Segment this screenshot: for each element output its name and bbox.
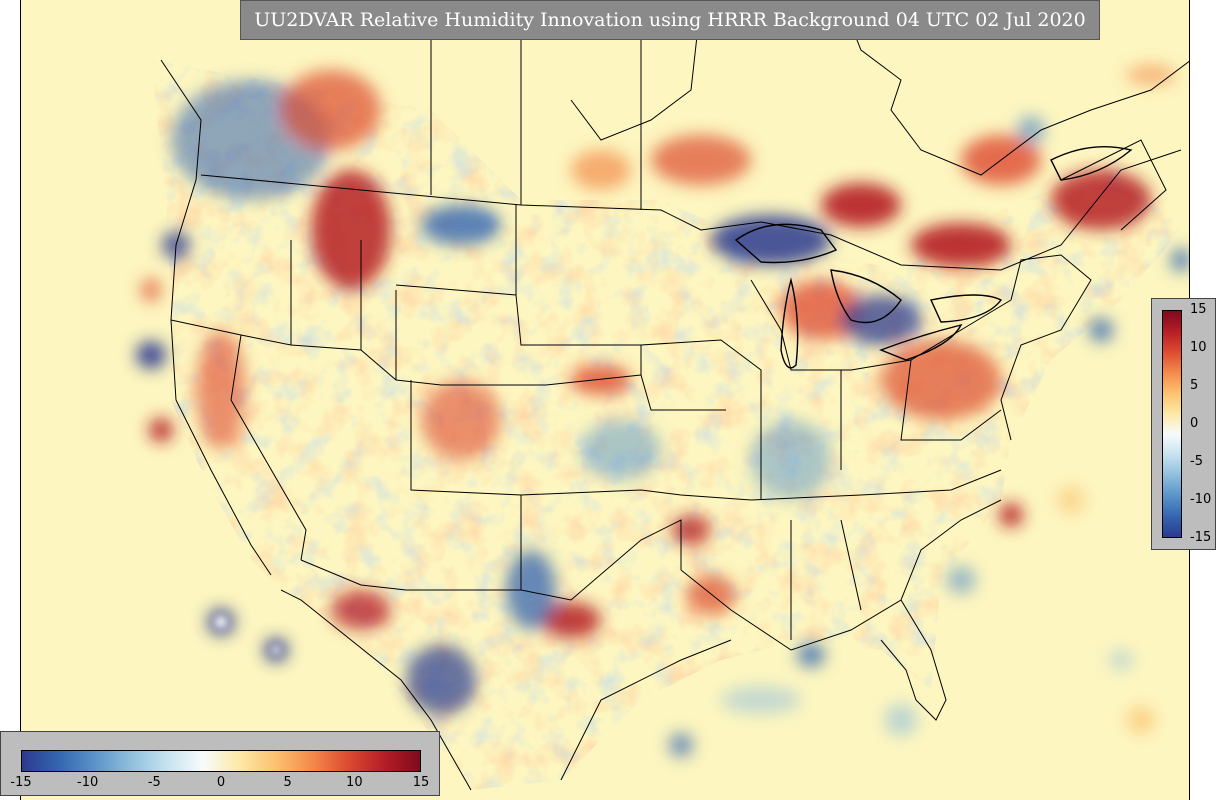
colorbar-tick-label: 0 [1190,417,1198,431]
colorbar-tick-label: -5 [148,775,161,790]
colorbar-tick-label: 15 [1190,303,1207,317]
colorbar-tick-label: 10 [1190,341,1207,355]
colorbar-tick-label: -5 [1190,455,1203,469]
colorbar-tick-label: -15 [10,775,31,790]
map-panel[interactable] [20,0,1190,800]
vertical-colorbar [1162,310,1182,538]
horizontal-colorbar [21,750,421,772]
colorbar-tick-label: 0 [217,775,225,790]
colorbar-tick-label: -10 [1190,493,1211,507]
humidity-innovation-map [21,0,1190,800]
map-title: UU2DVAR Relative Humidity Innovation usi… [240,0,1100,40]
colorbar-tick-label: 10 [346,775,363,790]
colorbar-tick-label: 15 [413,775,430,790]
horizontal-colorbar-panel: -15 -10 -5 0 5 10 15 [0,731,440,796]
colorbar-tick-label: 5 [1190,379,1198,393]
colorbar-tick-label: 5 [284,775,292,790]
vertical-colorbar-panel: 15 10 5 0 -5 -10 -15 [1151,298,1216,550]
colorbar-tick-label: -10 [77,775,98,790]
colorbar-tick-label: -15 [1190,531,1211,545]
